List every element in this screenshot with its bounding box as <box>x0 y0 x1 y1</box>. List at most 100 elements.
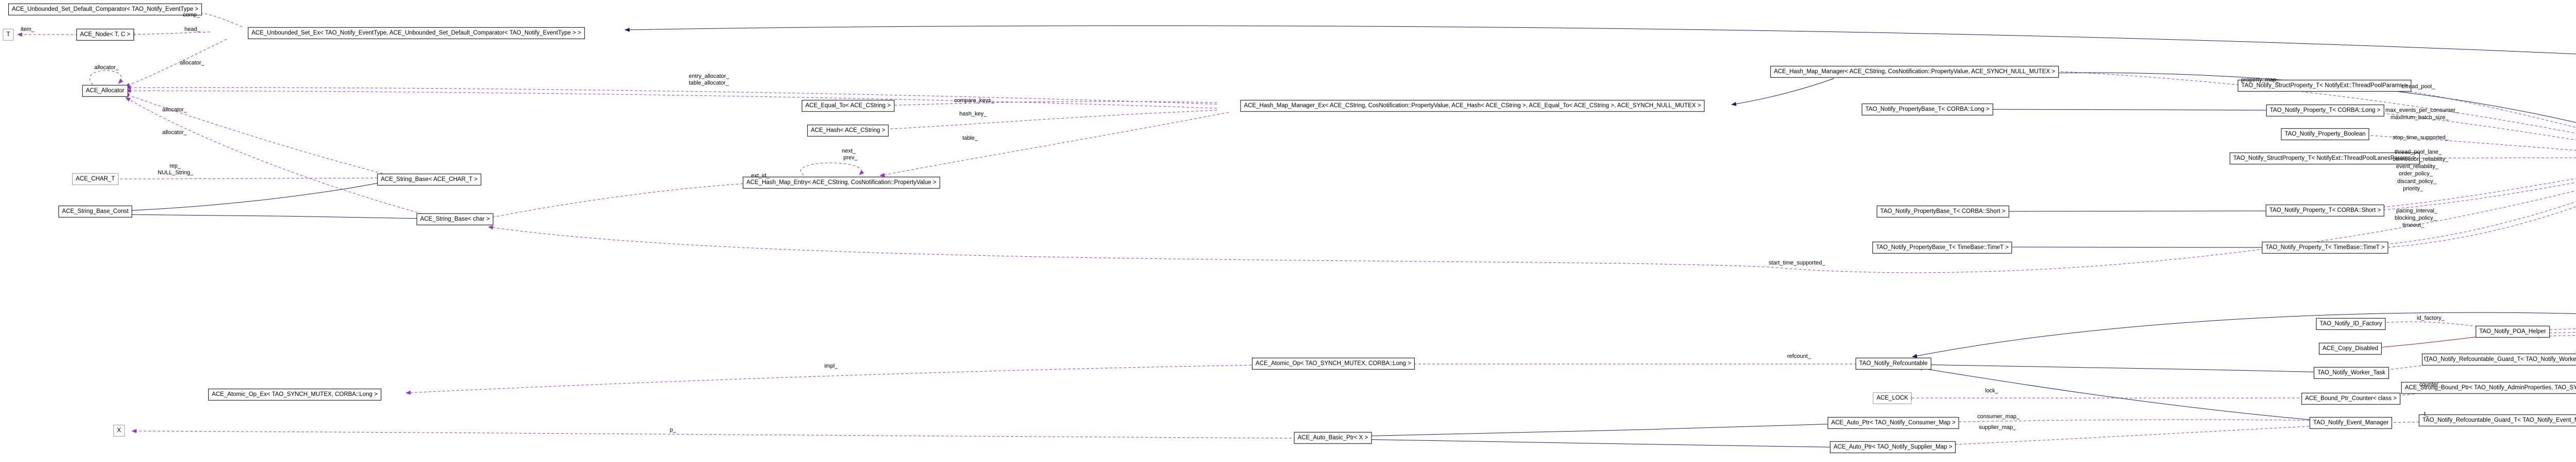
class-node-guard-worker-task[interactable]: TAO_Notify_Refcountable_Guard_T< TAO_Not… <box>2422 353 2576 366</box>
class-node-auto-ptr-consumer[interactable]: ACE_Auto_Ptr< TAO_Notify_Consumer_Map > <box>1827 417 1959 429</box>
class-node-t: T <box>3 28 14 41</box>
edge-label: counter_ <box>2419 382 2442 388</box>
class-node-string-base-const[interactable]: ACE_String_Base_Const <box>58 205 132 218</box>
edge-label: allocator_ <box>162 129 187 136</box>
edge-inherit <box>1917 366 2328 422</box>
class-node-property-short[interactable]: TAO_Notify_Property_T< CORBA::Short > <box>2265 204 2385 217</box>
edge-usage <box>2354 133 2576 151</box>
edge-label: item_ <box>21 26 35 32</box>
edge-usage <box>125 97 427 216</box>
edge-label: connection_reliability_ <box>2393 156 2449 162</box>
edge-label: event_reliability_ <box>2396 163 2438 170</box>
edge-label: head_ <box>184 26 200 32</box>
class-node-hash-map-manager[interactable]: ACE_Hash_Map_Manager< ACE_CString, CosNo… <box>1770 65 2059 78</box>
class-node-atomic-op[interactable]: ACE_Atomic_Op< TAO_SYNCH_MUTEX, CORBA::L… <box>1252 357 1415 370</box>
class-node-propertybase-long[interactable]: TAO_Notify_PropertyBase_T< CORBA::Long > <box>1861 103 1993 116</box>
edge-usage <box>2363 182 2576 213</box>
class-node-ace-node[interactable]: ACE_Node< T, C > <box>76 28 134 41</box>
edge-inherit <box>1917 362 2330 373</box>
edge-label: lock_ <box>1985 388 1998 394</box>
class-node-guard-event-manager[interactable]: TAO_Notify_Refcountable_Guard_T< TAO_Not… <box>2418 414 2576 426</box>
class-node-event-manager[interactable]: TAO_Notify_Event_Manager <box>2309 417 2393 429</box>
edge-label: thread_pool_lane_ <box>2395 149 2442 155</box>
edge-label: maximum_batch_size_ <box>2391 114 2449 121</box>
edge-label: entry_allocator_ <box>689 73 730 79</box>
class-node-copy-disabled[interactable]: ACE_Copy_Disabled <box>2318 342 2382 355</box>
edge-usage <box>126 89 1217 109</box>
edge-label: priority_ <box>2403 186 2424 192</box>
class-node-property-timet[interactable]: TAO_Notify_Property_T< TimeBase::TimeT > <box>2262 241 2388 254</box>
edge-label: refcount_ <box>1787 353 1811 359</box>
class-node-structproperty-lanes[interactable]: TAO_Notify_StructProperty_T< NotifyExt::… <box>2229 152 2420 164</box>
edge-label: t_ <box>2424 411 2429 417</box>
edge-usage <box>879 112 1229 177</box>
class-node-propertybase-short[interactable]: TAO_Notify_PropertyBase_T< CORBA::Short … <box>1876 205 2009 218</box>
edge-label: thread_pool_ <box>2402 84 2435 90</box>
edge-inherit <box>1357 423 1856 438</box>
class-node-id-factory[interactable]: TAO_Notify_ID_Factory <box>2316 318 2386 330</box>
edge-label: compare_keys_ <box>954 97 994 104</box>
class-node-property-boolean[interactable]: TAO_Notify_Property_Boolean <box>2281 128 2369 140</box>
edge-usage <box>2373 321 2492 329</box>
class-node-ace-char-t: ACE_CHAR_T <box>72 173 119 185</box>
edge-inherit <box>1912 312 2576 358</box>
edge-label: rep_ <box>170 163 181 169</box>
edge-inherit <box>1731 78 1835 106</box>
class-node-property-long[interactable]: TAO_Notify_Property_T< CORBA::Long > <box>2266 104 2384 117</box>
class-node-hash[interactable]: ACE_Hash< ACE_CString > <box>807 124 889 137</box>
edge-label: property_map_ <box>2241 77 2279 83</box>
edge-label: order_policy_ <box>2399 171 2433 177</box>
class-node-auto-basic-ptr[interactable]: ACE_Auto_Basic_Ptr< X > <box>1294 432 1372 444</box>
edge-label: allocator_ <box>180 60 205 66</box>
edge-label: comp_ <box>183 12 200 18</box>
class-node-string-base-char-t[interactable]: ACE_String_Base< ACE_CHAR_T > <box>377 173 481 186</box>
class-node-hash-map-manager-ex[interactable]: ACE_Hash_Map_Manager_Ex< ACE_CString, Co… <box>1240 100 1705 112</box>
class-node-hash-map-entry[interactable]: ACE_Hash_Map_Entry< ACE_CString, CosNoti… <box>742 176 940 189</box>
class-node-strong-bound-ptr[interactable]: ACE_Strong_Bound_Ptr< TAO_Notify_AdminPr… <box>2401 382 2576 394</box>
edge-label: table_allocator_ <box>689 80 729 86</box>
edge-label: start_time_supported_ <box>1769 260 1825 266</box>
class-node-allocator[interactable]: ACE_Allocator <box>82 85 128 97</box>
class-node-x: X <box>113 424 125 437</box>
class-node-poa-helper[interactable]: TAO_Notify_POA_Helper <box>2476 325 2550 338</box>
edge-usage <box>129 31 211 37</box>
edge-usage <box>125 39 227 87</box>
edge-label: allocator_ <box>94 64 119 71</box>
class-node-refcountable[interactable]: TAO_Notify_Refcountable <box>1855 357 1931 370</box>
class-node-auto-ptr-supplier[interactable]: ACE_Auto_Ptr< TAO_Notify_Supplier_Map > <box>1829 441 1956 453</box>
class-node-structproperty-threadpool[interactable]: TAO_Notify_StructProperty_T< NotifyExt::… <box>2238 79 2412 92</box>
edge-label: discard_policy_ <box>2397 178 2436 185</box>
edge-private <box>2371 335 2492 350</box>
edge-usage <box>89 70 124 85</box>
class-node-propertybase-timet[interactable]: TAO_Notify_PropertyBase_T< TimeBase::Tim… <box>1872 241 2012 254</box>
edge-usage <box>485 182 767 220</box>
edge-usage <box>882 101 1217 108</box>
class-node-equal-to[interactable]: ACE_Equal_To< ACE_CString > <box>802 100 894 112</box>
class-node-bound-ptr-counter[interactable]: ACE_Bound_Ptr_Counter< class > <box>2301 392 2400 405</box>
edge-usage <box>2365 201 2576 248</box>
class-node-worker-task[interactable]: TAO_Notify_Worker_Task <box>2314 367 2389 379</box>
class-node-atomic-op-ex[interactable]: ACE_Atomic_Op_Ex< TAO_SYNCH_MUTEX, CORBA… <box>208 388 381 401</box>
edge-label: NULL_String_ <box>158 170 194 176</box>
edge-usage <box>1930 425 2328 448</box>
class-node-comparator[interactable]: ACE_Unbounded_Set_Default_Comparator< TA… <box>8 3 202 15</box>
edge-label: id_factory_ <box>2417 315 2445 321</box>
edge-label: pacing_interval_ <box>2396 208 2438 214</box>
edge-label: supplier_map_ <box>1979 424 2016 431</box>
class-node-unbounded-set-ex[interactable]: ACE_Unbounded_Set_Ex< TAO_Notify_EventTy… <box>248 27 585 39</box>
edge-usage <box>126 85 1217 105</box>
edge-usage <box>2365 206 2576 251</box>
edge-inherit <box>1357 437 1856 448</box>
edge-label: hash_key_ <box>959 111 987 117</box>
edge-label: blocking_policy_ <box>2395 215 2436 221</box>
edge-label: stop_time_supported_ <box>2393 135 2449 141</box>
edge-label: next_ <box>842 148 856 154</box>
edge-usage <box>488 190 2576 273</box>
edge-label: impl_ <box>824 363 838 369</box>
edge-inherit <box>122 180 392 213</box>
edge-label: timeout_ <box>2402 222 2425 228</box>
edge-usage <box>131 429 1311 439</box>
class-node-string-base-char[interactable]: ACE_String_Base< char > <box>416 213 494 225</box>
edge-usage <box>2363 178 2576 211</box>
